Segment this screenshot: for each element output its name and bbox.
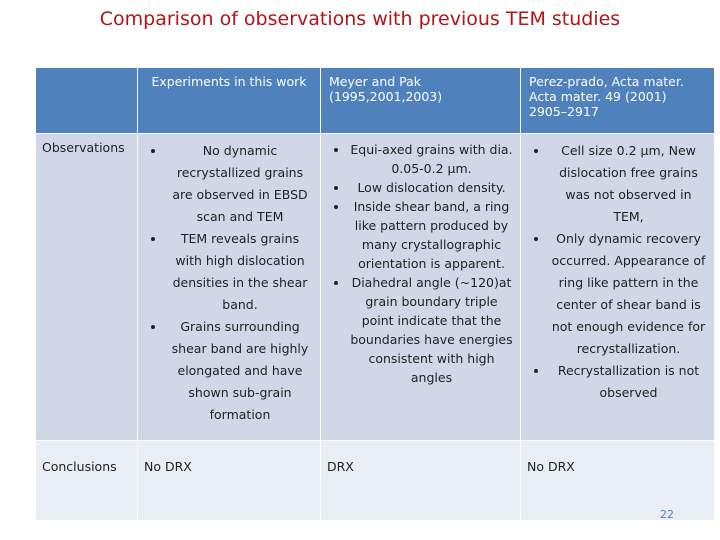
table-cell: No DRX bbox=[137, 440, 321, 521]
table-cell: Cell size 0.2 µm, New dislocation free g… bbox=[520, 133, 715, 441]
bullet-item: Recrystallization is not observed bbox=[549, 360, 708, 404]
header-cell: Perez-prado, Acta mater. Acta mater. 49 … bbox=[520, 67, 715, 134]
header-cell: Experiments in this work bbox=[137, 67, 321, 134]
comparison-table: Experiments in this work Meyer and Pak (… bbox=[35, 67, 715, 521]
bullet-item: Inside shear band, a ring like pattern p… bbox=[349, 197, 514, 273]
bullet-item: No dynamic recrystallized grains are obs… bbox=[166, 140, 314, 228]
header-cell: Meyer and Pak (1995,2001,2003) bbox=[320, 67, 521, 134]
row-label: Observations bbox=[35, 133, 138, 441]
slide-title: Comparison of observations with previous… bbox=[99, 8, 621, 30]
bullet-item: Low dislocation density. bbox=[349, 178, 514, 197]
header-cell bbox=[35, 67, 138, 134]
bullet-item: Diahedral angle (~120)at grain boundary … bbox=[349, 273, 514, 387]
bullet-item: Equi-axed grains with dia. 0.05-0.2 µm. bbox=[349, 140, 514, 178]
bullet-item: Grains surrounding shear band are highly… bbox=[166, 316, 314, 426]
header-row: Experiments in this work Meyer and Pak (… bbox=[35, 67, 715, 134]
row-label: Conclusions bbox=[35, 440, 138, 521]
bullet-item: TEM reveals grains with high dislocation… bbox=[166, 228, 314, 316]
table-cell: No DRX bbox=[520, 440, 715, 521]
table-cell: Equi-axed grains with dia. 0.05-0.2 µm.L… bbox=[320, 133, 521, 441]
bullet-item: Only dynamic recovery occurred. Appearan… bbox=[549, 228, 708, 360]
page-number: 22 bbox=[660, 508, 674, 521]
table-cell: DRX bbox=[320, 440, 521, 521]
bullet-list: Cell size 0.2 µm, New dislocation free g… bbox=[527, 140, 708, 404]
table-cell: No dynamic recrystallized grains are obs… bbox=[137, 133, 321, 441]
table-row: Conclusions No DRX DRX No DRX bbox=[35, 440, 715, 521]
table-row: Observations No dynamic recrystallized g… bbox=[35, 133, 715, 441]
bullet-list: Equi-axed grains with dia. 0.05-0.2 µm.L… bbox=[327, 140, 514, 387]
bullet-item: Cell size 0.2 µm, New dislocation free g… bbox=[549, 140, 708, 228]
bullet-list: No dynamic recrystallized grains are obs… bbox=[144, 140, 314, 426]
